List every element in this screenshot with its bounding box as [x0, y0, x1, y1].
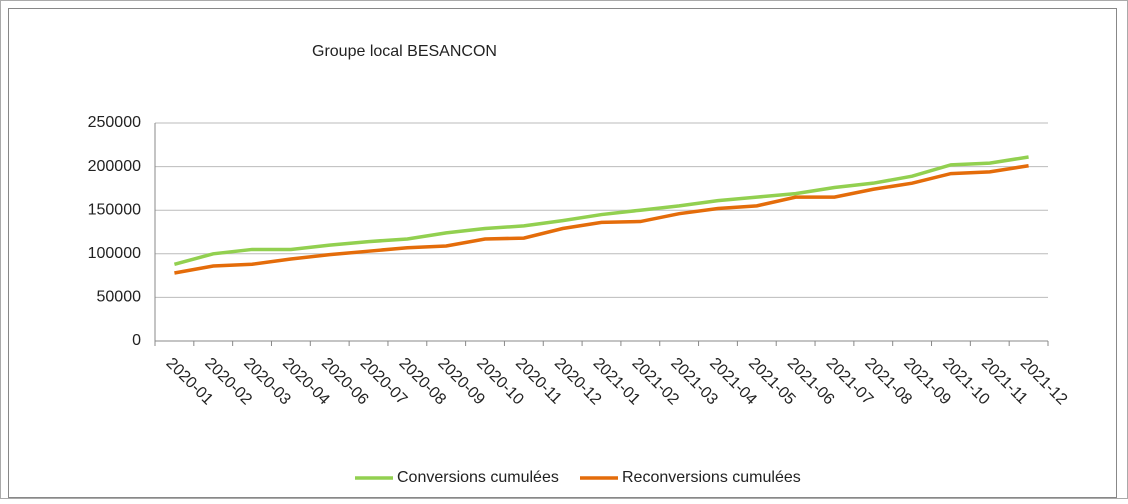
- series-line: [174, 163, 1029, 275]
- y-tick-label: 200000: [88, 158, 141, 175]
- chart-title: Groupe local BESANCON: [312, 43, 497, 60]
- legend-label: Conversions cumulées: [397, 469, 559, 486]
- y-tick-label: 100000: [88, 245, 141, 262]
- y-tick-label: 50000: [97, 289, 142, 306]
- y-tick-label: 0: [132, 332, 141, 349]
- series-line: [173, 155, 1029, 266]
- y-tick-label: 150000: [88, 201, 141, 218]
- chart-frame: [8, 8, 1117, 498]
- y-tick-label: 250000: [88, 114, 141, 131]
- legend-label: Reconversions cumulées: [622, 469, 801, 486]
